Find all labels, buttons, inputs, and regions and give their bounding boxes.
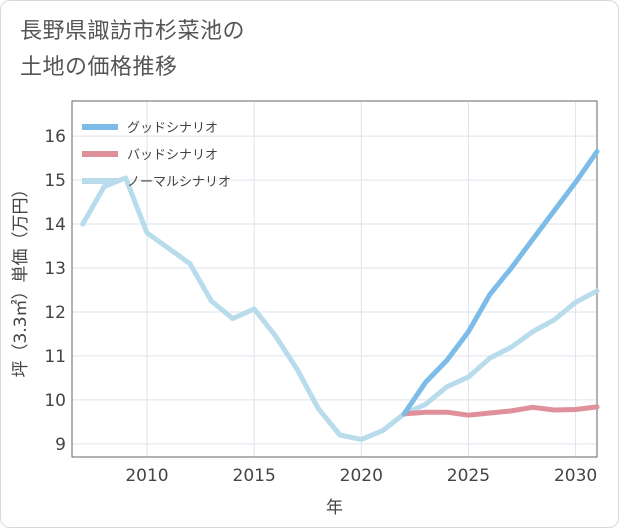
y-tick-label: 11 [44, 347, 66, 367]
x-tick-label: 2015 [233, 466, 276, 486]
grid-lines [72, 101, 597, 457]
x-axis-label: 年 [326, 498, 343, 518]
y-tick-label: 12 [44, 303, 66, 323]
y-axis-label: 坪（3.3㎡）単価（万円） [11, 180, 31, 377]
series-lines [80, 149, 600, 442]
y-tick-label: 10 [44, 391, 66, 411]
y-tick-label: 14 [44, 215, 66, 235]
title-line-1: 長野県諏訪市杉菜池の [20, 19, 246, 44]
y-tick-label: 15 [44, 171, 66, 191]
series-line [401, 149, 600, 417]
y-tick-labels: 9 10 11 12 13 14 15 16 [44, 127, 66, 455]
y-tick-label: 16 [44, 127, 66, 147]
x-tick-label: 2030 [554, 466, 597, 486]
x-tick-label: 2025 [447, 466, 490, 486]
x-tick-labels: 2010 2015 2020 2025 2030 [125, 466, 597, 486]
legend-label: グッドシナリオ [127, 121, 218, 136]
legend-label: バッドシナリオ [127, 148, 218, 163]
series-line [80, 175, 600, 442]
legend-label: ノーマルシナリオ [127, 175, 231, 190]
y-tick-label: 9 [55, 435, 66, 455]
chart-title: 長野県諏訪市杉菜池の 土地の価格推移 [20, 14, 580, 86]
plot-frame [71, 100, 598, 458]
title-line-2: 土地の価格推移 [20, 55, 178, 80]
x-tick-label: 2020 [340, 466, 383, 486]
series-line [401, 404, 600, 418]
y-tick-label: 13 [44, 259, 66, 279]
x-tick-label: 2010 [125, 466, 168, 486]
